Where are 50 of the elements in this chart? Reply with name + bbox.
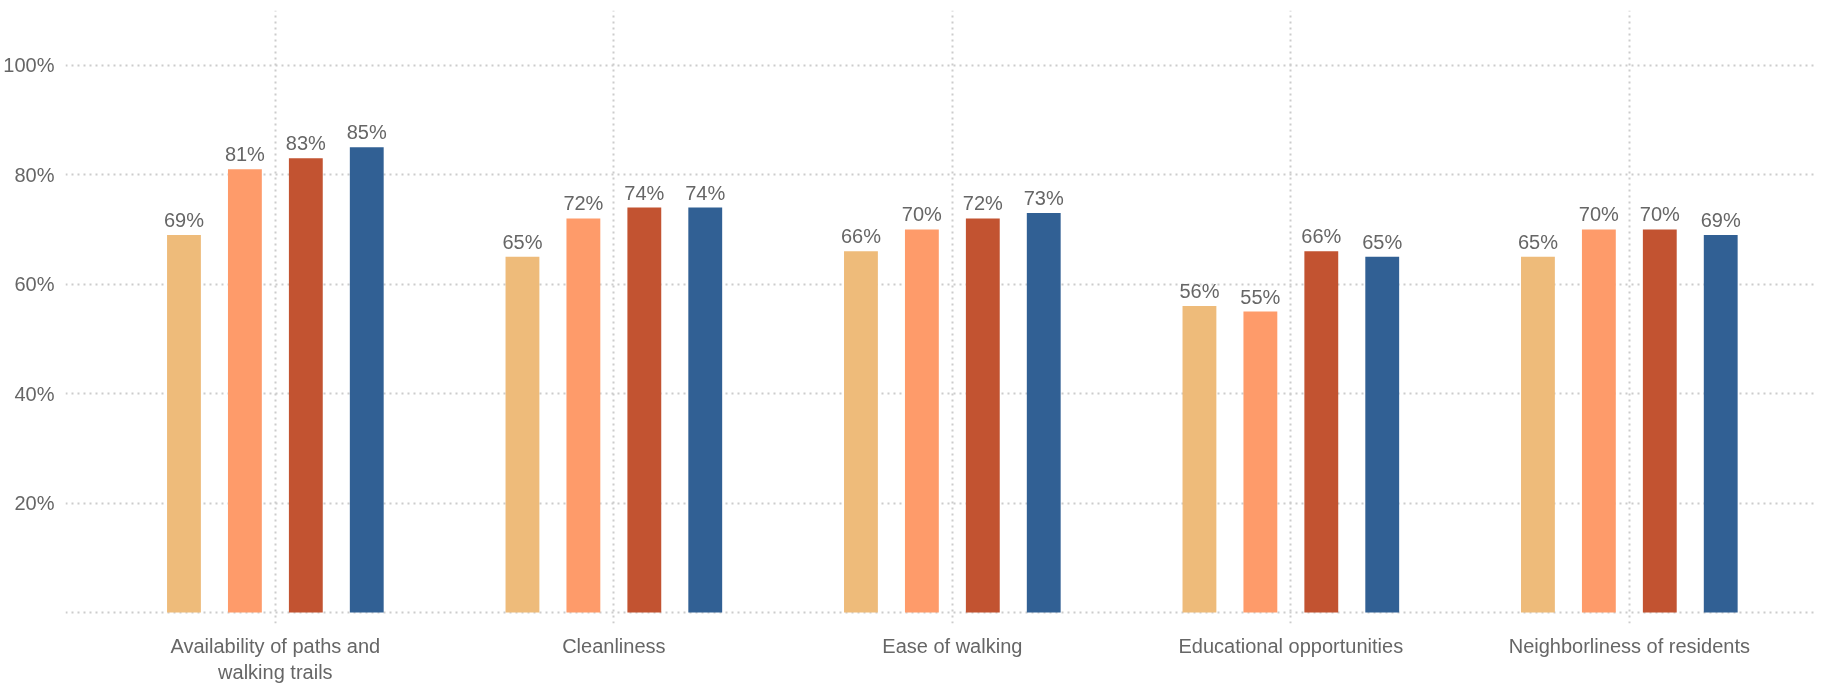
data-label: 66% [1301,225,1342,248]
data-label: 65% [1517,230,1559,253]
data-label: 83% [285,132,327,155]
bar [688,207,723,613]
y-tick-label: 60% [14,273,55,296]
data-label: 55% [1240,285,1281,308]
data-label: 69% [1700,208,1741,231]
bar [1304,251,1339,613]
bar [1026,213,1061,613]
bar [1642,229,1677,613]
data-label: 65% [502,230,543,253]
data-label: 74% [624,181,665,204]
bar [627,207,662,613]
data-label: 72% [563,192,604,215]
bar [965,218,1000,613]
data-label: 70% [1639,203,1681,226]
bar [505,256,540,613]
bar [566,218,601,613]
bar [1703,234,1738,613]
bar [904,229,939,613]
data-label: 81% [224,143,266,166]
data-label: 65% [1362,230,1403,253]
x-tick-label: Availability of paths and walking trails [170,634,381,683]
bar [349,147,384,613]
bar [1182,306,1217,613]
bar [1581,229,1616,613]
x-tick-label: Neighborliness of residents [1508,634,1750,657]
x-tick-label: Cleanliness [562,634,666,657]
data-label: 70% [901,203,943,226]
data-label: 69% [163,208,205,231]
data-label: 85% [346,121,387,144]
y-tick-label: 80% [14,163,55,186]
data-label: 66% [840,225,882,248]
bar [1521,256,1555,613]
bar [288,158,323,613]
bar [844,251,878,613]
bar [1243,311,1278,613]
y-tick-label: 100% [3,54,55,77]
data-label: 56% [1179,280,1220,303]
data-label: 73% [1023,187,1064,210]
bar [167,234,201,613]
y-tick-label: 20% [14,492,55,515]
data-label: 74% [685,181,726,204]
x-tick-label: Educational opportunities [1178,634,1404,657]
bar [1365,256,1400,613]
x-tick-label: Ease of walking [882,634,1023,657]
y-tick-label: 40% [14,382,55,405]
data-label: 70% [1578,203,1620,226]
bar [227,169,262,613]
data-label: 72% [962,192,1004,215]
